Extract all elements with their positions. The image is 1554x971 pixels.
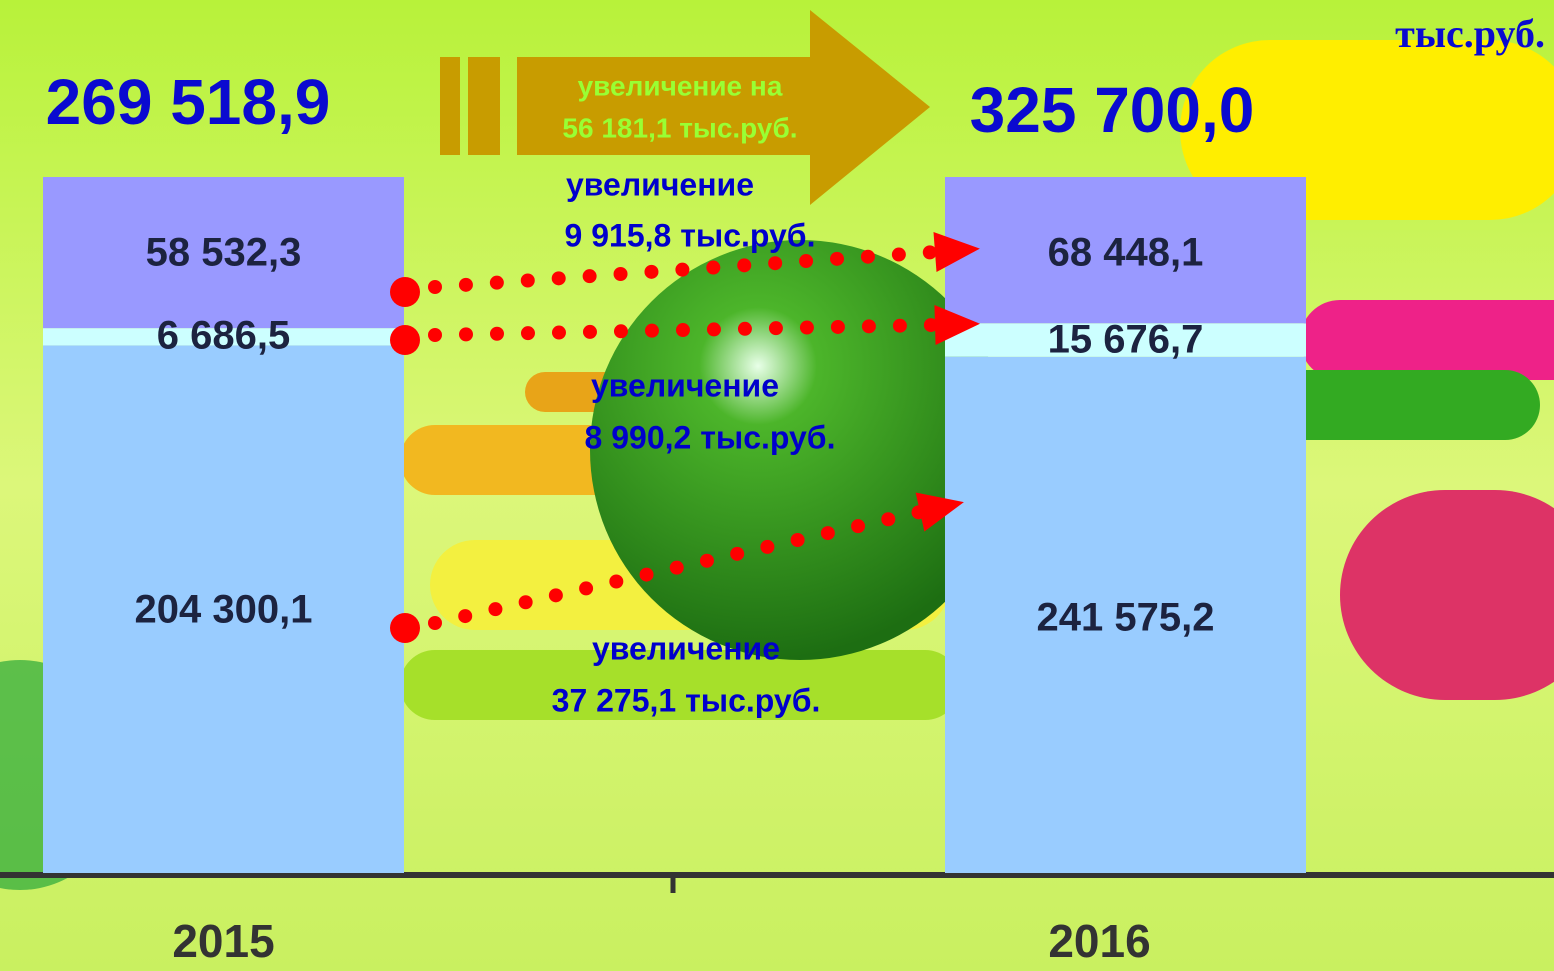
value-label: 15 676,7 bbox=[1048, 318, 1204, 362]
total-arrow bbox=[440, 10, 930, 205]
bar-segment bbox=[43, 345, 404, 873]
decor bbox=[1300, 300, 1554, 380]
decor bbox=[400, 650, 960, 720]
bar-segment bbox=[945, 177, 1306, 324]
arrow-dot bbox=[390, 325, 420, 355]
annotation: 8 990,2 тыс.руб. bbox=[585, 419, 836, 455]
dotted-arrow bbox=[428, 505, 927, 630]
value-label: 68 448,1 bbox=[1048, 231, 1204, 275]
value-label: 241 575,2 bbox=[1037, 596, 1215, 640]
value-label: 58 532,3 bbox=[146, 231, 302, 275]
bar-segment bbox=[43, 177, 404, 329]
value-label: 6 686,5 bbox=[157, 314, 290, 358]
total-change: увеличение на bbox=[578, 70, 783, 101]
value-label: 204 300,1 bbox=[135, 588, 313, 632]
x-tick-label: 2016 bbox=[1048, 915, 1150, 967]
arrow-head bbox=[915, 492, 964, 532]
annotation: увеличение bbox=[566, 166, 754, 202]
annotation: 37 275,1 тыс.руб. bbox=[552, 682, 821, 718]
bar-segment bbox=[945, 356, 1306, 873]
arrow-dot bbox=[390, 277, 420, 307]
dotted-arrow bbox=[428, 245, 942, 294]
arrow-head bbox=[933, 232, 980, 272]
annotation: 9 915,8 тыс.руб. bbox=[565, 217, 816, 253]
total-change: 56 181,1 тыс.руб. bbox=[562, 112, 797, 143]
total-label: 269 518,9 bbox=[46, 66, 331, 138]
decor-ball bbox=[590, 240, 1010, 660]
x-tick-label: 2015 bbox=[172, 915, 274, 967]
arrow-head bbox=[934, 305, 980, 345]
bar-segment bbox=[43, 328, 404, 346]
total-label: 325 700,0 bbox=[970, 74, 1255, 146]
decor bbox=[1340, 490, 1554, 700]
annotation: увеличение bbox=[592, 630, 780, 666]
decor bbox=[1180, 40, 1554, 220]
dotted-arrow bbox=[428, 318, 942, 342]
annotation: увеличение bbox=[591, 367, 779, 403]
unit: тыс.руб. bbox=[1395, 11, 1545, 56]
bar-segment bbox=[945, 323, 1306, 357]
arrow-dot bbox=[390, 613, 420, 643]
